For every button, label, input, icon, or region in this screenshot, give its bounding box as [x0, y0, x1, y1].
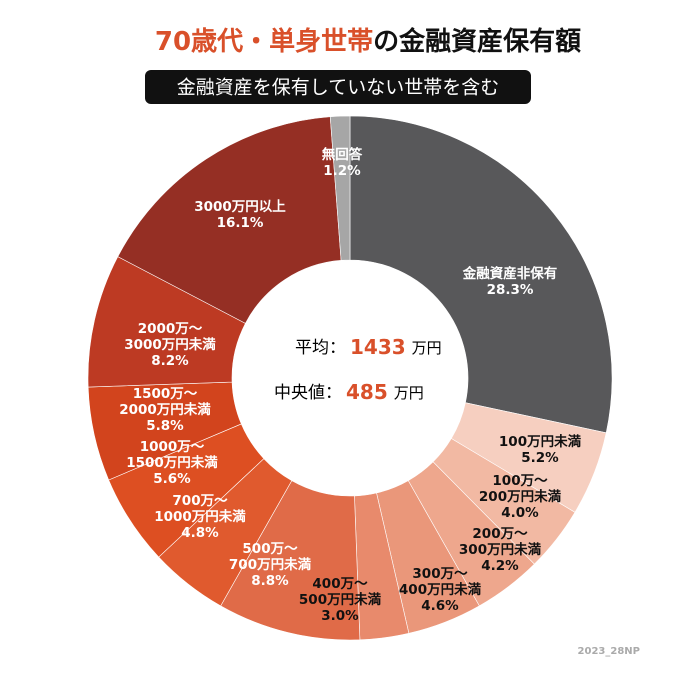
slice-label: 500万円未満	[299, 591, 382, 608]
slice-label: 200万円未満	[479, 488, 562, 505]
slice-label: 無回答	[322, 146, 363, 163]
title-highlight: 70歳代・単身世帯	[155, 26, 373, 57]
slice-label: 1500万円未満	[126, 454, 218, 471]
subtitle: 金融資産を保有していない世帯を含む	[177, 77, 499, 99]
donut-slice	[349, 115, 613, 434]
center-label: 平均：	[295, 338, 346, 358]
slice-label: 3000万円未満	[124, 336, 216, 353]
slice-label: 1500万～	[133, 386, 198, 402]
chart-title: 70歳代・単身世帯の金融資産保有額	[155, 26, 581, 57]
slice-label: 100万円未満	[499, 433, 582, 450]
center-label: 中央値：	[274, 383, 342, 403]
value-label: 8.8%	[251, 573, 289, 589]
donut-slice	[117, 116, 342, 324]
slice-label: 1000万円未満	[154, 508, 246, 525]
slice-label: 300万円未満	[459, 541, 542, 558]
center-value: 485	[346, 380, 388, 404]
value-label: 28.3%	[487, 282, 534, 298]
value-label: 5.2%	[521, 450, 559, 466]
slice-label: 1000万～	[140, 439, 205, 455]
slice-label: 2000万～	[138, 321, 203, 337]
slice-label: 2000万円未満	[119, 401, 211, 418]
slice-label: 400万円未満	[399, 581, 482, 598]
value-label: 4.6%	[421, 598, 459, 614]
value-label: 4.2%	[481, 558, 519, 574]
value-label: 3.0%	[321, 608, 359, 624]
value-label: 5.8%	[146, 418, 184, 434]
slice-label: 200万～	[472, 526, 528, 542]
title-rest: の金融資産保有額	[373, 26, 581, 57]
value-label: 4.8%	[181, 525, 219, 541]
value-label: 16.1%	[217, 215, 264, 231]
credit: 2023_28NP	[578, 646, 640, 657]
slice-label: 700万円未満	[229, 556, 312, 573]
slice-label: 400万～	[312, 576, 368, 592]
center-unit: 万円	[394, 384, 424, 402]
center-value: 1433	[350, 335, 406, 359]
slice-label: 100万～	[492, 473, 548, 489]
value-label: 5.6%	[153, 471, 191, 487]
slice-label: 500万～	[242, 541, 298, 557]
donut-slice	[329, 115, 351, 261]
center-unit: 万円	[412, 339, 442, 357]
value-label: 4.0%	[501, 505, 539, 521]
slice-label: 3000万円以上	[194, 199, 286, 215]
slice-label: 700万～	[172, 493, 228, 509]
center-median: 中央値： 485 万円	[274, 380, 424, 404]
value-label: 1.2%	[323, 163, 361, 179]
center-mean: 平均： 1433 万円	[295, 335, 442, 359]
value-label: 8.2%	[151, 353, 189, 369]
slice-label: 金融資産非保有	[462, 265, 558, 282]
slice-label: 300万～	[412, 566, 468, 582]
subtitle-box	[145, 70, 531, 104]
